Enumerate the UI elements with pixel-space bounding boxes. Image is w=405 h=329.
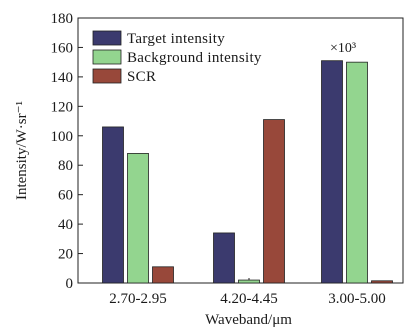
bar [102,126,124,284]
legend-label: Background intensity [127,50,262,66]
bars [102,60,393,284]
bar [238,279,260,284]
scale-annotation: ×10³ [330,41,356,56]
legend-label: Target intensity [127,31,225,47]
y-tick-label: 40 [58,217,73,233]
bar [127,153,149,284]
x-tick-label: 2.70-2.95 [109,291,167,307]
x-tick-label: 4.20-4.45 [220,291,278,307]
bar [263,119,285,284]
x-axis: 2.70-2.95 4.20-4.45 3.00-5.00 [109,278,386,307]
legend-swatch [92,30,122,46]
legend: Target intensity Background intensity SCR [92,30,262,85]
y-tick-label: 20 [58,247,73,263]
legend-swatch [92,49,122,65]
y-tick-label: 120 [51,99,74,115]
x-tick-label: 3.00-5.00 [328,291,386,307]
y-tick-label: 180 [51,11,74,27]
y-tick-label: 100 [51,129,74,145]
legend-label: SCR [127,69,156,85]
x-axis-title: Waveband/μm [205,312,292,328]
bar [321,60,343,284]
y-tick-label: 140 [51,70,74,86]
y-axis: 0 20 40 60 80 100 120 140 160 180 [51,11,83,292]
y-tick-label: 80 [58,158,73,174]
legend-swatch [92,68,122,84]
bar [346,61,368,284]
y-tick-label: 60 [58,188,73,204]
bar [213,232,235,284]
y-axis-title: Intensity/W·sr⁻¹ [14,101,30,200]
y-tick-label: 160 [51,40,74,56]
bar [152,266,174,284]
y-tick-label: 0 [66,276,74,292]
bar [371,280,393,284]
